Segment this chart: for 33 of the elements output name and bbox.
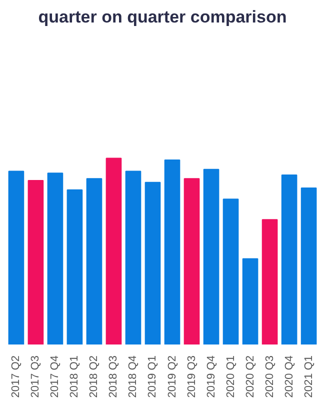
chart-title: quarter on quarter comparison [38,8,287,26]
bar [262,219,278,344]
bar [300,188,317,344]
x-tick-label: 2021 Q1 [302,356,315,398]
bar [47,172,64,344]
x-tick-label: 2018 Q4 [127,356,140,398]
bar [125,170,142,344]
bar [28,180,44,344]
x-tick-label: 2020 Q3 [264,356,276,398]
x-tick-label: 2019 Q2 [166,356,178,398]
x-tick-label: 2019 Q4 [205,356,218,398]
bar [242,258,258,344]
bar [203,168,220,344]
bar [66,189,83,344]
x-tick-label: 2017 Q2 [10,356,22,398]
x-tick-label: 2017 Q4 [49,356,62,398]
bar [106,158,122,344]
bar [184,178,200,344]
x-tick-label: 2018 Q1 [68,356,81,398]
x-tick-label: 2019 Q1 [146,356,159,398]
x-tick-label: 2018 Q2 [88,356,100,398]
x-tick-label: 2020 Q2 [244,356,256,398]
bar [164,160,180,344]
bar [144,182,161,344]
x-tick-label: 2018 Q3 [108,356,120,398]
x-tick-label: 2019 Q3 [186,356,198,398]
x-tick-label: 2020 Q1 [224,356,237,398]
x-tick-label: 2017 Q3 [30,356,42,398]
bar [8,170,24,344]
bar [281,174,298,344]
bar [222,198,239,344]
bar [86,178,102,344]
x-tick-label: 2020 Q4 [283,356,296,398]
